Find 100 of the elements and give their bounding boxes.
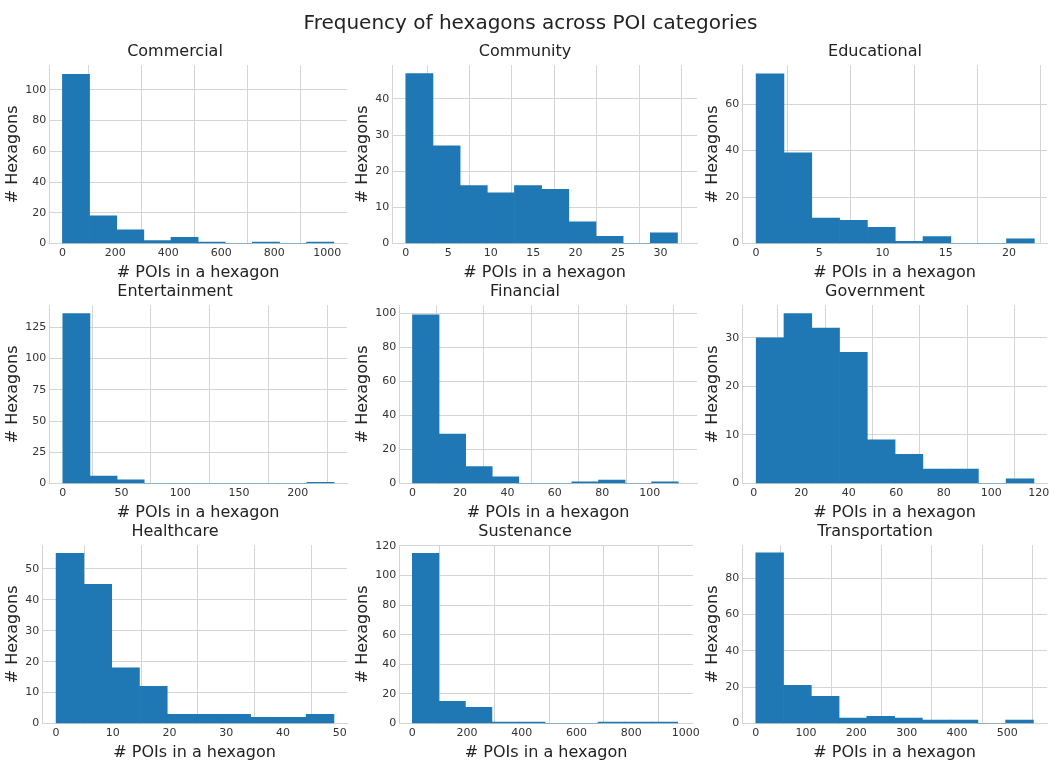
y-tick-label: 10 (725, 427, 740, 441)
y-tick-label: 50 (32, 413, 47, 427)
y-tick-label: 100 (375, 306, 397, 320)
x-tick-label: 20 (162, 726, 177, 740)
y-tick-label: 60 (725, 96, 740, 110)
y-tick-label: 40 (725, 143, 740, 157)
x-tick-label: 0 (750, 486, 758, 500)
y-tick-label: 10 (25, 685, 40, 699)
y-axis-title: # Hexagons (701, 105, 721, 204)
x-tick-label: 40 (841, 486, 856, 500)
x-tick-label: 20 (794, 486, 809, 500)
x-tick-label: 20 (568, 246, 583, 260)
chart-title: Educational (828, 40, 922, 60)
y-tick-label: 0 (32, 716, 40, 730)
y-tick-label: 0 (39, 236, 47, 250)
y-tick-label: 20 (725, 379, 740, 393)
y-tick-label: 20 (725, 189, 740, 203)
x-tick-label: 50 (332, 726, 347, 740)
y-tick-label: 60 (382, 627, 397, 641)
x-tick-label: 0 (59, 486, 67, 500)
x-tick-label: 400 (157, 246, 179, 260)
y-tick-label: 60 (32, 144, 47, 158)
y-tick-label: 80 (382, 598, 397, 612)
x-axis-title: # POIs in a hexagon (463, 261, 626, 281)
y-tick-label: 50 (25, 561, 40, 575)
y-axis-title: # Hexagons (1, 585, 21, 684)
chart-title: Financial (489, 280, 561, 300)
x-tick-label: 50 (114, 486, 129, 500)
y-tick-label: 100 (25, 82, 47, 96)
x-tick-label: 30 (219, 726, 234, 740)
x-tick-label: 200 (845, 726, 867, 740)
x-tick-label: 500 (996, 726, 1018, 740)
x-axis-title: # POIs in a hexagon (466, 501, 630, 521)
x-axis-title: # POIs in a hexagon (813, 741, 976, 761)
chart-title: Healthcare (131, 520, 219, 540)
chart-title: Government (825, 280, 925, 300)
x-tick-label: 800 (263, 246, 285, 260)
x-tick-label: 40 (275, 726, 290, 740)
chart-title: Entertainment (117, 280, 233, 300)
y-tick-label: 40 (382, 408, 397, 422)
x-tick-label: 1000 (313, 246, 342, 260)
y-tick-label: 30 (725, 330, 740, 344)
y-tick-label: 30 (25, 623, 40, 637)
x-axis-title: # POIs in a hexagon (116, 501, 280, 521)
x-tick-label: 20 (452, 486, 467, 500)
x-tick-label: 600 (565, 726, 587, 740)
x-tick-label: 5 (444, 246, 452, 260)
x-tick-label: 0 (752, 246, 760, 260)
y-tick-label: 20 (32, 205, 47, 219)
x-tick-label: 400 (511, 726, 533, 740)
y-tick-label: 20 (375, 164, 390, 178)
y-tick-label: 100 (375, 568, 397, 582)
x-tick-label: 0 (752, 726, 760, 740)
chart-title: Commercial (127, 40, 223, 60)
x-tick-label: 25 (611, 246, 626, 260)
x-tick-label: 100 (639, 486, 661, 500)
y-tick-label: 40 (375, 91, 390, 105)
x-tick-label: 15 (938, 246, 953, 260)
x-tick-label: 150 (228, 486, 250, 500)
x-tick-label: 10 (875, 246, 890, 260)
x-tick-label: 200 (287, 486, 309, 500)
chart-title: Sustenance (478, 520, 572, 540)
x-tick-label: 0 (58, 246, 66, 260)
x-tick-label: 30 (653, 246, 668, 260)
y-tick-label: 0 (382, 236, 390, 250)
x-tick-label: 800 (620, 726, 642, 740)
x-tick-label: 60 (547, 486, 562, 500)
x-tick-label: 80 (595, 486, 610, 500)
x-axis-title: # POIs in a hexagon (813, 261, 976, 281)
y-axis-title: # Hexagons (701, 585, 721, 684)
y-tick-label: 0 (732, 716, 740, 730)
y-tick-label: 125 (25, 320, 47, 334)
y-tick-label: 0 (39, 476, 47, 490)
y-tick-label: 20 (25, 654, 40, 668)
x-tick-label: 100 (169, 486, 191, 500)
x-axis-title: # POIs in a hexagon (113, 741, 276, 761)
x-axis-title: # POIs in a hexagon (813, 501, 976, 521)
y-tick-label: 0 (732, 236, 740, 250)
y-tick-label: 40 (725, 643, 740, 657)
y-axis-title: # Hexagons (701, 345, 721, 444)
y-tick-label: 40 (32, 174, 47, 188)
x-tick-label: 300 (896, 726, 918, 740)
y-tick-label: 40 (382, 657, 397, 671)
y-axis-title: # Hexagons (351, 105, 371, 204)
x-axis-title: # POIs in a hexagon (116, 261, 280, 281)
x-tick-label: 0 (408, 726, 416, 740)
x-tick-label: 10 (105, 726, 120, 740)
y-tick-label: 25 (32, 445, 47, 459)
x-tick-label: 200 (456, 726, 478, 740)
x-tick-label: 40 (500, 486, 515, 500)
y-tick-label: 30 (375, 127, 390, 141)
y-axis-title: # Hexagons (351, 345, 371, 444)
y-tick-label: 80 (32, 113, 47, 127)
y-tick-label: 0 (389, 476, 397, 490)
x-tick-label: 5 (815, 246, 823, 260)
text: Frequency of hexagons across POI categories (302, 9, 759, 36)
x-tick-label: 600 (210, 246, 232, 260)
x-tick-label: 60 (889, 486, 904, 500)
y-tick-label: 120 (375, 538, 397, 552)
y-tick-label: 75 (32, 382, 47, 396)
